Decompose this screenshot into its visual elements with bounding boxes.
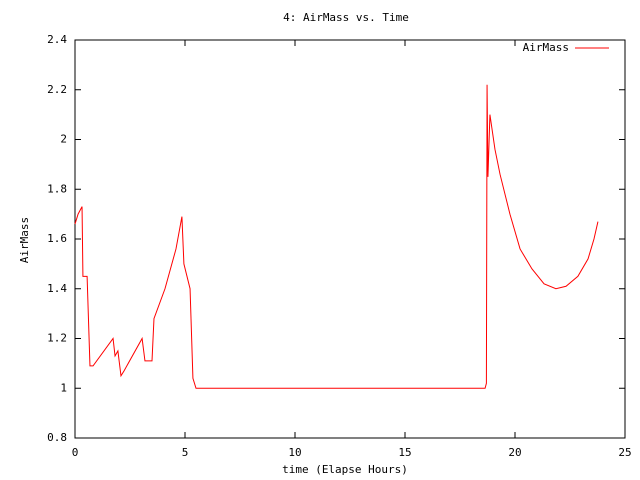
y-tick-label: 2 <box>60 133 67 146</box>
y-tick-label: 1.2 <box>47 332 67 345</box>
legend-label: AirMass <box>523 41 569 54</box>
y-tick-label: 1 <box>60 381 67 394</box>
y-tick-label: 0.8 <box>47 431 67 444</box>
y-tick-label: 1.4 <box>47 282 67 295</box>
y-tick-label: 1.6 <box>47 232 67 245</box>
data-line <box>74 84 599 389</box>
y-tick-label: 2.4 <box>47 33 67 46</box>
x-axis-label: time (Elapse Hours) <box>282 463 408 476</box>
y-tick-label: 2.2 <box>47 83 67 96</box>
x-tick-label: 15 <box>398 446 411 459</box>
chart-title: 4: AirMass vs. Time <box>283 11 409 24</box>
y-tick-label: 1.8 <box>47 182 67 195</box>
x-tick-label: 0 <box>72 446 79 459</box>
x-tick-label: 25 <box>618 446 631 459</box>
x-tick-label: 10 <box>288 446 301 459</box>
x-tick-label: 5 <box>182 446 189 459</box>
y-axis-label: AirMass <box>18 217 31 263</box>
x-tick-label: 20 <box>508 446 521 459</box>
